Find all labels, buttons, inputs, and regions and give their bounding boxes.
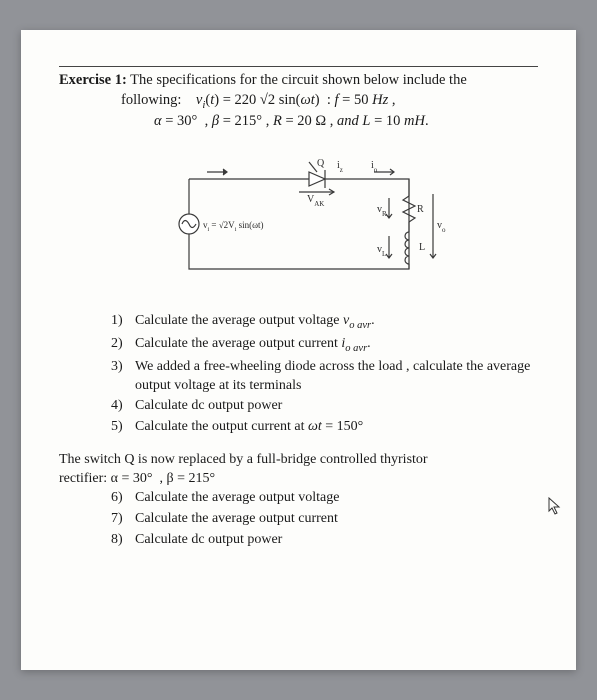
eq-line-1: following: vi(t) = 220 √2 sin(ωt) : f = … xyxy=(59,91,538,113)
q2: 2)Calculate the average output current i… xyxy=(111,335,538,356)
top-rule xyxy=(59,66,538,67)
eq-line-2: α = 30° , β = 215° , R = 20 Ω , and L = … xyxy=(59,112,538,132)
diagram-vL-label: vL xyxy=(377,244,386,258)
part2-intro: The switch Q is now replaced by a full-b… xyxy=(59,451,538,489)
following-label: following: xyxy=(121,92,181,108)
exercise-intro: Exercise 1: The specifications for the c… xyxy=(59,71,538,91)
question-list-2: 6)Calculate the average output voltage 7… xyxy=(111,489,538,550)
eq-vi: vi(t) = 220 √2 sin(ωt) : f = 50 Hz , xyxy=(196,92,396,108)
para2-line1: The switch Q is now replaced by a full-b… xyxy=(59,451,538,470)
diagram-io-label: io xyxy=(371,160,378,174)
diagram-src-eq: vi = √2Vi sin(ωt) xyxy=(203,220,264,233)
q7: 7)Calculate the average output current xyxy=(111,510,538,529)
diagram-R-label: R xyxy=(417,204,424,215)
intro-text: The specifications for the circuit shown… xyxy=(130,72,467,88)
eq-params: α = 30° , β = 215° , R = 20 Ω , and L = … xyxy=(154,113,429,129)
para2-line2: rectifier: α = 30° , β = 215° xyxy=(59,470,538,489)
diagram-L-label: L xyxy=(419,242,425,253)
q3: 3)We added a free-wheeling diode across … xyxy=(111,358,538,396)
document-page: Exercise 1: The specifications for the c… xyxy=(21,30,576,670)
diagram-iz-label: iz xyxy=(337,160,343,174)
q6: 6)Calculate the average output voltage xyxy=(111,489,538,508)
exercise-label: Exercise 1: xyxy=(59,72,127,88)
q8: 8)Calculate dc output power xyxy=(111,531,538,550)
diagram-Q-label: Q xyxy=(317,158,325,169)
q1: 1)Calculate the average output voltage v… xyxy=(111,312,538,333)
diagram-vR-label: vR xyxy=(377,204,387,218)
circuit-diagram: Q iz io VAK vR R vL L vo vi = √2Vi sin(ω… xyxy=(149,154,449,294)
q5: 5)Calculate the output current at ωt = 1… xyxy=(111,418,538,437)
q4: 4)Calculate dc output power xyxy=(111,397,538,416)
cursor-icon xyxy=(548,497,562,522)
diagram-vak-label: VAK xyxy=(307,194,324,208)
question-list-1: 1)Calculate the average output voltage v… xyxy=(111,312,538,438)
diagram-vo-label: vo xyxy=(437,220,446,234)
